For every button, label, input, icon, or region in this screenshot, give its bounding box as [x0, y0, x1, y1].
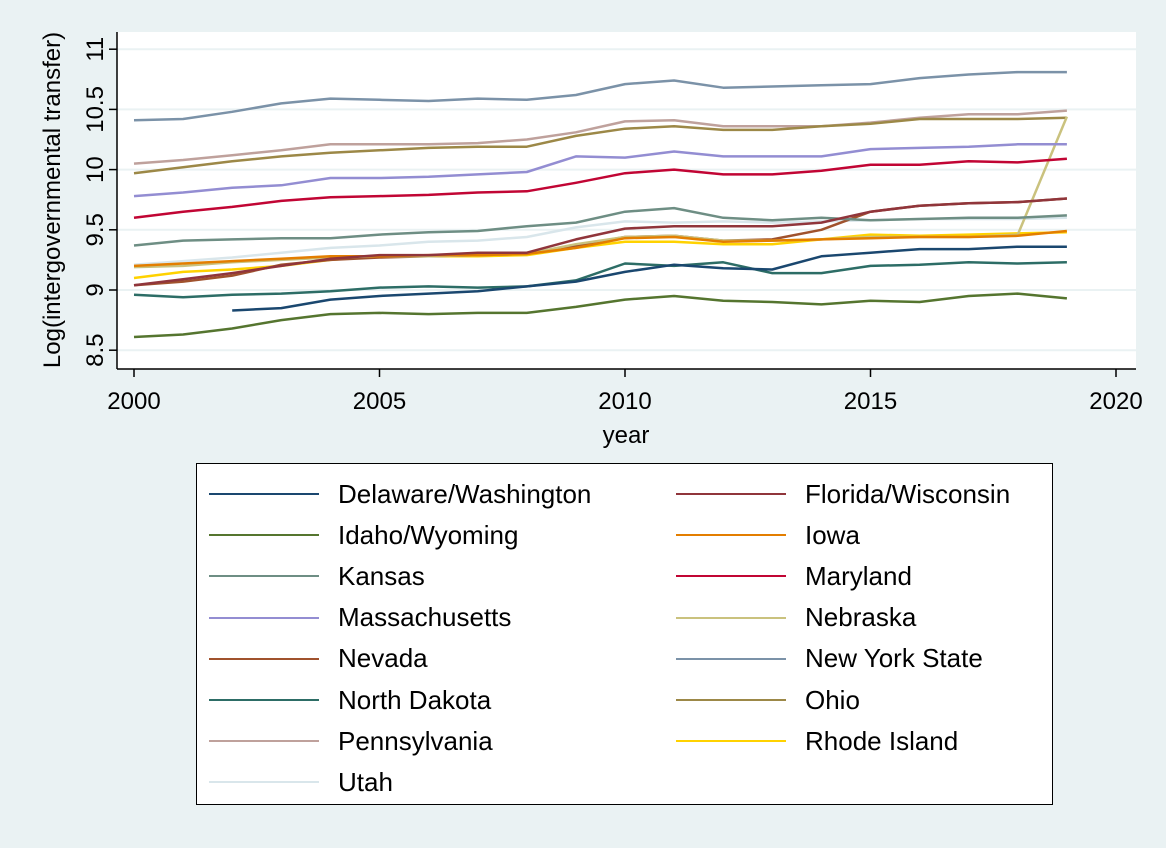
legend-item: Iowa	[676, 520, 860, 550]
legend-label: Maryland	[805, 560, 912, 591]
series-line-massachusetts	[133, 143, 1067, 198]
legend-label: New York State	[805, 643, 983, 674]
legend-label: Utah	[338, 766, 393, 797]
x-tick-label: 2010	[598, 388, 651, 415]
series-line-florida-wisconsin	[133, 197, 1067, 287]
legend-swatch	[209, 616, 319, 619]
y-tick-label: 9.5	[82, 213, 109, 246]
series-line-maryland	[133, 157, 1067, 220]
legend-label: Massachusetts	[338, 602, 512, 633]
series-line-ohio	[133, 116, 1067, 175]
y-tick-label: 9	[82, 283, 109, 296]
legend-label: North Dakota	[338, 684, 492, 715]
legend-swatch	[209, 493, 319, 495]
legend-item: Utah	[209, 767, 393, 797]
y-tick-label: 10.5	[82, 86, 109, 133]
legend-label: Iowa	[805, 519, 860, 550]
y-tick-label: 8.5	[82, 334, 109, 367]
legend-swatch	[676, 493, 786, 495]
legend-label: Kansas	[338, 560, 425, 591]
legend-label: Florida/Wisconsin	[805, 478, 1011, 509]
legend-swatch	[209, 781, 319, 784]
legend-swatch	[676, 657, 786, 660]
legend-label: Pennsylvania	[338, 725, 493, 756]
legend-item: Florida/Wisconsin	[676, 479, 1010, 509]
legend-swatch	[209, 534, 319, 537]
legend-item: Nebraska	[676, 602, 917, 633]
y-axis-title: Log(intergovernmental transfer)	[39, 32, 66, 368]
x-tick-label: 2020	[1089, 388, 1142, 415]
series-line-new-york-state	[133, 70, 1067, 122]
legend-label: Rhode Island	[805, 725, 959, 756]
legend-label: Delaware/Washington	[338, 478, 592, 509]
series-line-iowa	[133, 229, 1068, 268]
x-tick-label: 2000	[107, 388, 160, 415]
legend-swatch	[676, 534, 786, 537]
legend-item: New York State	[676, 643, 983, 674]
legend-item: Kansas	[209, 561, 425, 591]
legend-swatch	[676, 575, 786, 578]
legend-swatch	[209, 740, 319, 743]
legend-label: Nebraska	[805, 602, 917, 633]
legend-swatch	[676, 616, 786, 619]
series-line-kansas	[133, 206, 1067, 247]
y-tick-label: 11	[82, 37, 109, 62]
x-tick-label: 2015	[844, 388, 897, 415]
series-line-delaware-washington	[232, 245, 1067, 312]
series-lines	[133, 70, 1069, 339]
legend-item: Delaware/Washington	[209, 479, 591, 509]
legend-label: Ohio	[805, 684, 860, 715]
x-tick-label: 2005	[353, 388, 406, 415]
grid-lines	[117, 48, 1136, 352]
legend-swatch	[676, 740, 786, 743]
legend-item: Pennsylvania	[209, 726, 493, 756]
x-axis-title: year	[603, 422, 650, 449]
legend-swatch	[209, 699, 319, 701]
legend-item: North Dakota	[209, 685, 491, 715]
plot-region	[117, 32, 1136, 369]
series-line-north-dakota	[133, 261, 1067, 299]
legend-item: Massachusetts	[209, 602, 512, 633]
series-line-idaho-wyoming	[133, 292, 1068, 339]
legend-item: Nevada	[209, 643, 428, 674]
legend: Delaware/Washington Florida/Wisconsin Idah…	[196, 463, 1053, 805]
axes: 8.5 9 9.5 10 10.5 11 2000 2005 2010 2015 2020	[82, 32, 1143, 415]
legend-item: Ohio	[676, 685, 860, 715]
legend-swatch	[209, 657, 319, 660]
y-tick-label: 10	[82, 156, 109, 183]
legend-label: Nevada	[338, 643, 428, 674]
legend-item: Maryland	[676, 561, 912, 591]
legend-swatch	[209, 575, 319, 578]
legend-item: Idaho/Wyoming	[209, 520, 518, 550]
legend-label: Idaho/Wyoming	[338, 519, 519, 550]
legend-item: Rhode Island	[676, 726, 958, 756]
legend-swatch	[676, 699, 786, 701]
